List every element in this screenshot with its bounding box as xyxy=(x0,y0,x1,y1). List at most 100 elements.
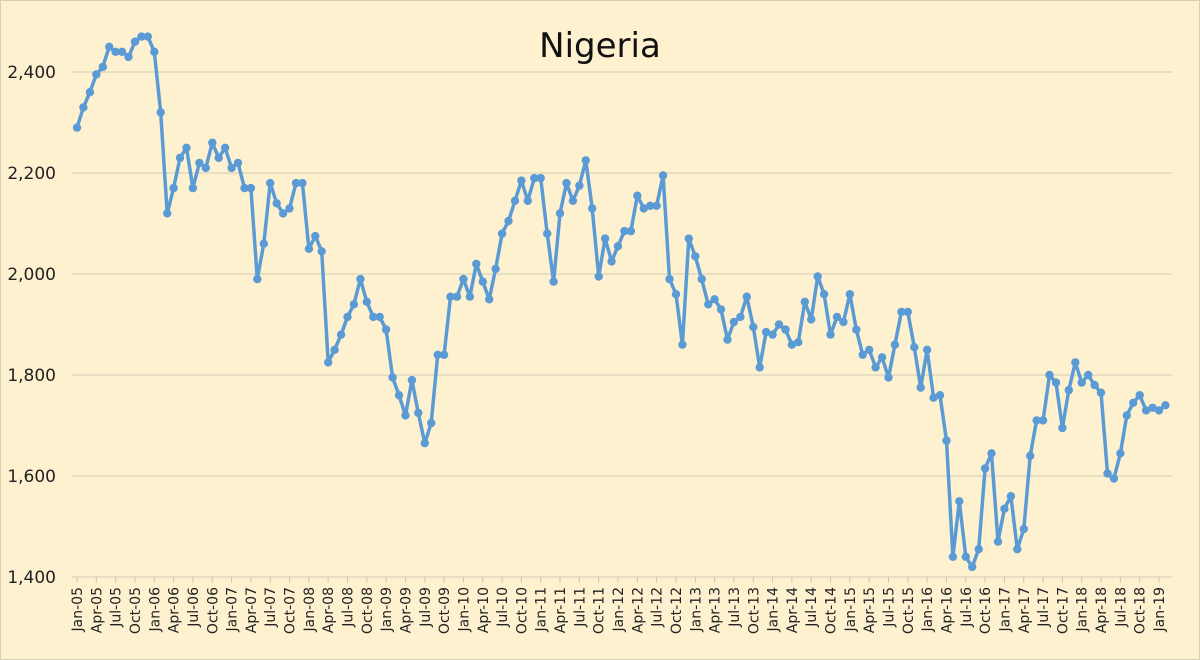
data-point-marker xyxy=(478,277,487,286)
data-point-marker xyxy=(620,226,629,236)
data-point-marker xyxy=(317,247,326,256)
x-tick-label: Jan-09 xyxy=(379,587,395,632)
data-point-marker xyxy=(980,464,990,473)
data-point-marker xyxy=(298,178,307,188)
data-point-marker xyxy=(304,244,314,253)
series-nigeria xyxy=(72,32,1170,572)
data-point-marker xyxy=(562,178,571,188)
data-point-marker xyxy=(246,183,256,193)
x-tick-label: Oct-18 xyxy=(1133,587,1149,634)
data-point-marker xyxy=(1084,370,1093,380)
data-point-marker xyxy=(665,274,674,284)
data-point-marker xyxy=(427,418,436,428)
x-tick-label: Jul-13 xyxy=(727,587,743,628)
x-tick-label: Apr-13 xyxy=(708,587,724,633)
data-point-marker xyxy=(1103,469,1112,478)
data-point-marker xyxy=(195,158,204,168)
data-point-marker xyxy=(555,209,565,218)
data-point-marker xyxy=(349,300,359,309)
data-point-marker xyxy=(974,545,983,554)
data-point-marker xyxy=(704,300,713,309)
data-point-marker xyxy=(807,315,816,324)
series-line xyxy=(75,34,1167,569)
data-point-marker xyxy=(111,47,120,56)
data-point-marker xyxy=(581,156,590,165)
data-point-marker xyxy=(1038,416,1048,425)
data-point-marker xyxy=(381,325,391,334)
data-point-marker xyxy=(330,345,339,354)
x-tick-label: Oct-11 xyxy=(592,587,608,634)
x-tick-label: Apr-05 xyxy=(89,587,105,633)
data-point-marker xyxy=(800,297,809,306)
data-point-marker xyxy=(240,183,249,193)
data-point-marker xyxy=(420,439,429,448)
x-tick-label: Oct-08 xyxy=(360,587,376,634)
data-point-marker xyxy=(336,330,346,339)
x-tick-label: Apr-08 xyxy=(321,587,337,633)
data-point-marker xyxy=(961,552,970,561)
data-point-marker xyxy=(117,47,127,56)
data-point-marker xyxy=(652,201,661,210)
data-point-marker xyxy=(407,375,417,385)
x-tick-label: Jan-13 xyxy=(688,587,704,632)
data-point-marker xyxy=(942,436,951,445)
gridlines xyxy=(72,71,1172,578)
data-point-marker xyxy=(375,312,384,322)
data-point-marker xyxy=(1135,391,1144,400)
data-point-marker xyxy=(819,290,829,299)
x-tick-label: Apr-15 xyxy=(862,587,878,633)
data-point-marker xyxy=(813,272,822,281)
data-point-marker xyxy=(510,196,520,205)
x-tick-label: Jul-14 xyxy=(804,587,820,628)
data-point-marker xyxy=(72,123,82,132)
data-point-marker xyxy=(1000,504,1009,513)
data-point-marker xyxy=(691,252,700,261)
data-point-marker xyxy=(497,229,507,238)
data-point-marker xyxy=(543,229,552,238)
data-point-marker xyxy=(761,327,771,337)
data-point-marker xyxy=(433,350,442,359)
data-point-marker xyxy=(85,88,95,97)
data-point-marker xyxy=(163,209,172,218)
data-point-marker xyxy=(1058,423,1067,433)
x-tick-label: Jan-06 xyxy=(147,587,163,633)
data-point-marker xyxy=(993,537,1003,546)
x-tick-label: Oct-15 xyxy=(901,587,917,634)
x-tick-label: Jan-05 xyxy=(70,587,86,632)
data-point-marker xyxy=(201,163,210,173)
y-tick-label: 1,800 xyxy=(7,366,56,386)
x-tick-label: Oct-17 xyxy=(1055,587,1071,634)
data-point-marker xyxy=(774,320,784,329)
data-point-marker xyxy=(1006,492,1016,501)
data-point-marker xyxy=(736,312,745,322)
data-point-marker xyxy=(1109,474,1119,483)
x-tick-label: Jul-05 xyxy=(109,587,125,628)
data-point-marker xyxy=(922,345,932,354)
data-point-marker xyxy=(549,277,558,286)
data-point-marker xyxy=(684,234,693,243)
data-point-marker xyxy=(227,163,236,173)
data-point-marker xyxy=(124,52,133,62)
x-tick-label: Jul-06 xyxy=(186,587,202,628)
data-point-marker xyxy=(175,153,185,163)
data-point-marker xyxy=(266,178,275,188)
data-point-marker xyxy=(968,562,977,572)
data-point-marker xyxy=(485,295,494,304)
data-point-marker xyxy=(311,231,320,241)
y-axis: 1,400 1,600 1,800 2,000 2,200 2,400 xyxy=(7,63,56,588)
data-point-marker xyxy=(948,552,958,561)
data-point-marker xyxy=(1148,403,1157,412)
data-point-marker xyxy=(987,449,996,458)
x-tick-label: Jul-18 xyxy=(1113,587,1129,628)
data-point-marker xyxy=(1064,385,1074,395)
data-point-marker xyxy=(105,42,114,51)
data-point-marker xyxy=(916,383,925,392)
x-tick-label: Jan-12 xyxy=(611,587,627,632)
data-point-marker xyxy=(845,290,855,299)
data-point-marker xyxy=(343,312,352,322)
data-point-marker xyxy=(710,295,719,304)
data-point-marker xyxy=(143,32,152,41)
data-point-marker xyxy=(369,312,378,322)
data-point-marker xyxy=(291,178,301,188)
